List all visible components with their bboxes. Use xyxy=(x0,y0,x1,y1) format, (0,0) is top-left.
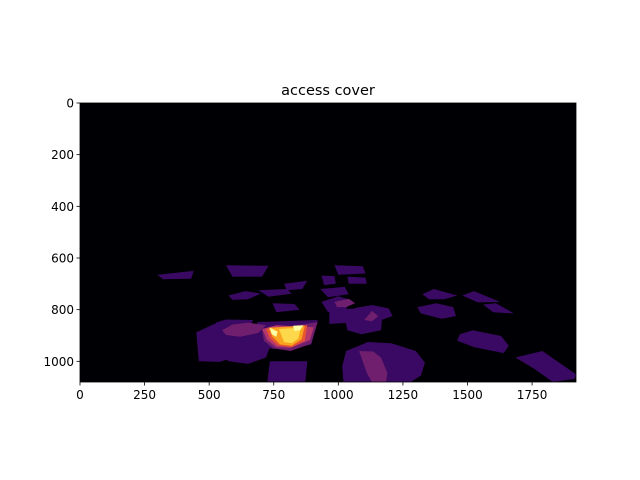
heatmap-region-7 xyxy=(347,276,367,284)
heatmap-region-28 xyxy=(359,351,388,382)
x-tick-label: 0 xyxy=(76,388,84,402)
x-tick-label: 250 xyxy=(133,388,156,402)
heatmap-region-5 xyxy=(321,275,336,286)
y-tick-label: 800 xyxy=(51,303,74,317)
x-tick-label: 1250 xyxy=(388,388,419,402)
heatmap-region-14 xyxy=(417,303,456,319)
heatmap-region-27 xyxy=(364,311,379,322)
heatmap-region-4 xyxy=(284,280,308,291)
heatmap-region-8 xyxy=(320,286,349,298)
y-tick-label: 400 xyxy=(51,200,74,214)
x-axis: 0 250 500 750 1000 1250 1500 1750 xyxy=(76,382,547,402)
x-tick-label: 750 xyxy=(262,388,285,402)
heatmap-region-0 xyxy=(157,270,194,280)
heatmap-region-1 xyxy=(226,265,269,277)
heatmap-region-12 xyxy=(462,291,500,303)
y-tick-label: 600 xyxy=(51,252,74,266)
plot-frame xyxy=(79,102,577,383)
heatmap-region-26 xyxy=(334,298,356,308)
heatmap-region-2 xyxy=(228,291,261,300)
heatmap-region-16 xyxy=(515,351,576,382)
x-tick-label: 1750 xyxy=(517,388,548,402)
y-axis: 0 200 400 600 800 1000 xyxy=(43,97,80,369)
y-tick-label: 0 xyxy=(66,97,74,111)
heatmap-region-24 xyxy=(267,361,308,382)
heatmap-region-29 xyxy=(222,322,266,337)
y-tick-label: 200 xyxy=(51,148,74,162)
heatmap-region-35 xyxy=(269,327,278,337)
y-tick-label: 1000 xyxy=(43,355,74,369)
heatmap-region-3 xyxy=(258,289,292,297)
heatmap-region-34 xyxy=(278,327,301,344)
heatmap-region-13 xyxy=(483,303,514,314)
heatmap-region-11 xyxy=(422,289,458,300)
heatmap-region-6 xyxy=(334,265,366,275)
plot-area xyxy=(79,102,577,383)
x-tick-label: 500 xyxy=(198,388,221,402)
heatmap-region-36 xyxy=(293,325,304,331)
heatmap-region-15 xyxy=(457,330,509,354)
chart-title: access cover xyxy=(281,83,375,99)
x-tick-label: 1500 xyxy=(452,388,483,402)
heatmap-region-10 xyxy=(272,303,300,313)
x-tick-label: 1000 xyxy=(323,388,354,402)
